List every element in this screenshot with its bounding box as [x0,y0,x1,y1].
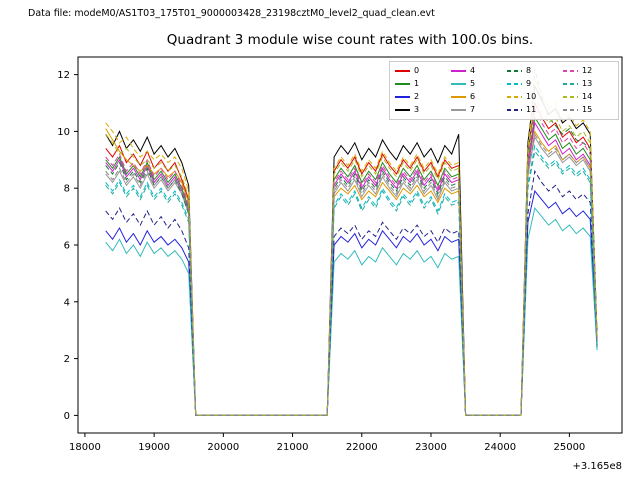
legend-item-2: 2 [395,91,445,103]
legend-item-14: 14 [563,91,613,103]
series-line-0 [105,101,598,416]
x-tick-label: 20000 [207,442,239,453]
legend-line-sample [507,96,522,98]
legend-line-sample [395,96,410,98]
x-tick-label: 18000 [69,442,101,453]
legend-label: 15 [582,105,593,114]
legend-line-sample [563,83,578,85]
legend-item-0: 0 [395,65,445,77]
legend-item-3: 3 [395,104,445,116]
legend-label: 8 [526,66,532,75]
series-line-11 [105,169,598,416]
y-tick-label: 10 [57,127,70,138]
legend-item-12: 12 [563,65,613,77]
y-tick-label: 0 [64,411,70,422]
legend-line-sample [395,70,410,72]
legend-line-sample [563,96,578,98]
chart-title: Quadrant 3 module wise count rates with … [167,32,533,48]
legend-label: 3 [414,105,420,114]
legend-label: 6 [470,92,476,101]
legend-label: 10 [526,92,537,101]
legend-line-sample [451,83,466,85]
x-tick-label: 25000 [553,442,585,453]
y-tick-label: 2 [64,354,70,365]
y-tick-label: 4 [64,297,70,308]
legend-item-10: 10 [507,91,557,103]
legend-line-sample [395,109,410,111]
legend-label: 14 [582,92,593,101]
x-tick-label: 19000 [138,442,170,453]
legend-line-sample [451,109,466,111]
legend-line-sample [451,96,466,98]
legend-item-6: 6 [451,91,501,103]
legend-line-sample [507,109,522,111]
x-tick-label: 24000 [484,442,516,453]
legend-item-5: 5 [451,78,501,90]
legend-label: 0 [414,66,420,75]
legend-item-11: 11 [507,104,557,116]
x-axis-offset-label: +3.165e8 [572,461,622,472]
legend-line-sample [507,70,522,72]
legend-item-13: 13 [563,78,613,90]
x-tick-label: 23000 [415,442,447,453]
series-line-14 [105,95,598,416]
legend-label: 9 [526,79,532,88]
legend-item-7: 7 [451,104,501,116]
legend-label: 5 [470,79,476,88]
data-file-label: Data file: modeM0/AS1T03_175T01_90000034… [28,8,435,19]
legend-label: 13 [582,79,593,88]
x-tick-label: 21000 [277,442,309,453]
legend-item-9: 9 [507,78,557,90]
legend-line-sample [395,83,410,85]
legend: 0 1 2 3 4 5 6 7 8 9 10 11 12 13 14 15 [389,61,619,120]
legend-label: 11 [526,105,537,114]
y-tick-label: 12 [57,70,70,81]
legend-label: 4 [470,66,476,75]
series-line-4 [105,121,598,416]
series-line-12 [105,106,598,416]
x-tick-label: 22000 [346,442,378,453]
legend-item-8: 8 [507,65,557,77]
legend-item-15: 15 [563,104,613,116]
legend-line-sample [507,83,522,85]
legend-line-sample [563,109,578,111]
legend-label: 2 [414,92,420,101]
legend-label: 12 [582,66,593,75]
legend-line-sample [563,70,578,72]
legend-item-4: 4 [451,65,501,77]
legend-label: 7 [470,105,476,114]
y-tick-label: 6 [64,241,70,252]
y-tick-label: 8 [64,184,70,195]
legend-item-1: 1 [395,78,445,90]
legend-label: 1 [414,79,420,88]
series-line-15 [105,132,598,416]
legend-line-sample [451,70,466,72]
